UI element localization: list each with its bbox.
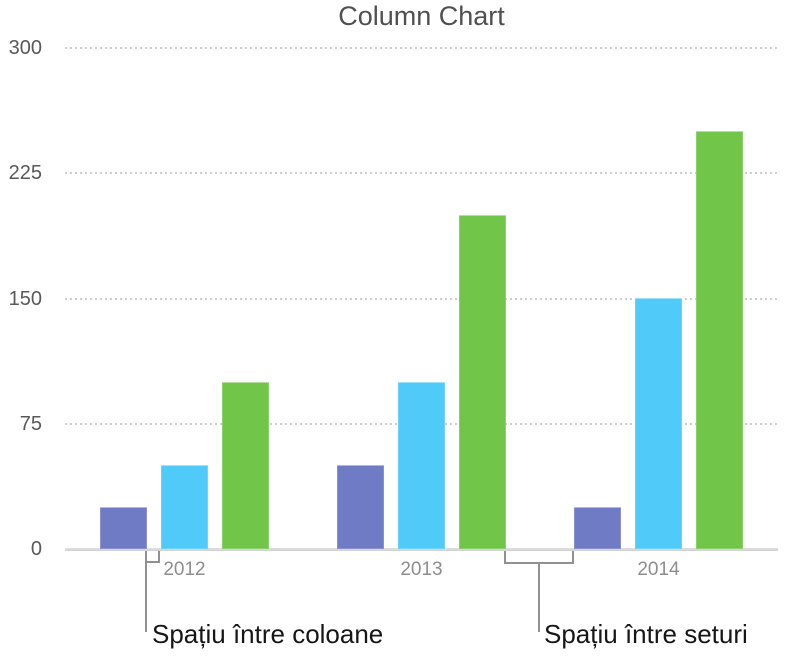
x-tick-label: 2012 [163,559,206,580]
bar-2014-series-blue [635,298,682,549]
bar-2013-series-blue [398,382,445,549]
x-tick-label: 2014 [637,559,680,580]
y-tick-label: 150 [8,287,42,310]
set-gap-callout-line [538,563,540,632]
y-tick-label: 75 [19,412,42,435]
gridline [65,47,778,49]
bar-2014-series-purple [574,507,621,549]
x-tick-label: 2013 [400,559,443,580]
bar-2013-series-purple [337,465,384,549]
gridline [65,297,778,300]
y-tick-label: 300 [8,37,42,59]
bar-2014-series-green [696,131,743,549]
column-gap-bracket [145,551,160,563]
bar-2012-series-green [222,382,269,549]
y-tick-label: 0 [30,538,42,560]
x-axis-line [65,548,778,551]
column-gap-annotation: Spațiu între coloane [152,619,384,649]
gridline [65,172,778,175]
bar-2012-series-purple [100,507,147,549]
set-gap-annotation: Spațiu între seturi [544,619,748,649]
bar-2013-series-green [459,215,506,549]
y-tick-label: 225 [8,162,42,185]
bar-2012-series-blue [161,465,208,549]
column-gap-callout-line [145,551,147,632]
chart-title: Column Chart [338,1,505,31]
